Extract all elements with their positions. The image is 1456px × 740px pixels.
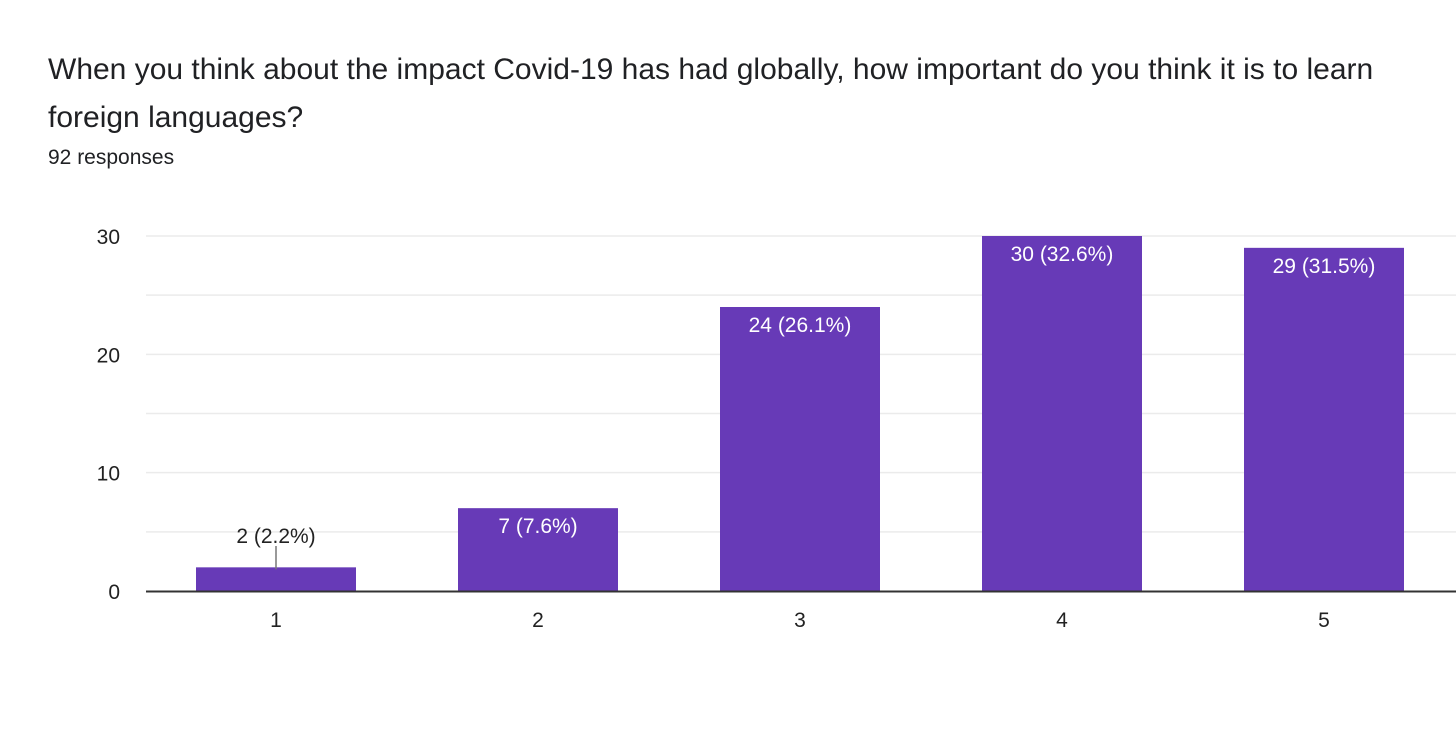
data-label: 24 (26.1%): [749, 314, 852, 337]
y-tick-label: 10: [97, 463, 120, 486]
question-title: When you think about the impact Covid-19…: [48, 53, 1374, 134]
data-label: 30 (32.6%): [1011, 243, 1114, 266]
x-tick-label: 1: [270, 609, 282, 632]
x-axis-ticks: 1 2 3 4 5: [270, 609, 1330, 632]
data-labels: 2 (2.2%) 7 (7.6%) 24 (26.1%) 30 (32.6%) 29 (…: [236, 243, 1376, 570]
bar-1: [196, 567, 356, 591]
bar-3: [720, 307, 880, 591]
y-tick-label: 20: [97, 344, 120, 367]
data-label: 7 (7.6%): [498, 515, 577, 538]
x-tick-label: 4: [1056, 609, 1068, 632]
bar-4: [982, 236, 1142, 591]
bars: [196, 236, 1404, 592]
bar-5: [1244, 247, 1404, 592]
x-tick-label: 3: [794, 609, 806, 632]
x-tick-label: 2: [532, 609, 544, 632]
y-tick-label: 0: [108, 581, 120, 604]
data-label: 2 (2.2%): [236, 525, 315, 548]
x-tick-label: 5: [1318, 609, 1330, 632]
response-count: 92 responses: [48, 146, 175, 169]
y-tick-label: 30: [97, 226, 120, 249]
data-label: 29 (31.5%): [1273, 255, 1376, 278]
bar-2: [458, 508, 618, 591]
y-axis-ticks: 0 10 20 30: [97, 226, 120, 604]
